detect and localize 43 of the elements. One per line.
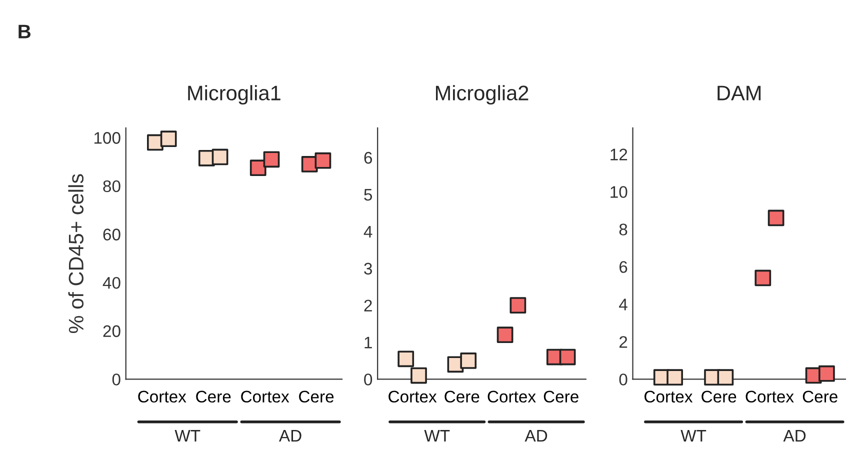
y-tick-label: 10 bbox=[610, 186, 628, 198]
y-tick-label: 20 bbox=[103, 325, 120, 338]
y-axis-title: % of CD45+ cells bbox=[68, 174, 84, 334]
y-tick-label: 2 bbox=[364, 300, 372, 312]
y-tick-label: 100 bbox=[94, 132, 120, 144]
text: WT bbox=[424, 430, 450, 442]
chart-title: Microglia1 bbox=[188, 85, 280, 105]
y-tick-label: 8 bbox=[619, 224, 628, 236]
y-tick-label: 60 bbox=[103, 228, 120, 240]
x-tick-label: Cortex bbox=[241, 390, 290, 403]
x-tick-label: Cere bbox=[299, 390, 334, 403]
y-tick-label: 4 bbox=[364, 226, 372, 238]
chart-title: Microglia2 bbox=[436, 85, 528, 105]
y-tick-label: 0 bbox=[364, 374, 372, 386]
x-tick-label: Cortex bbox=[644, 390, 693, 403]
text: WT bbox=[174, 430, 200, 442]
x-tick-label: Cere bbox=[444, 390, 480, 403]
text: AD bbox=[524, 430, 548, 442]
y-tick-label: 6 bbox=[364, 152, 372, 164]
text: AD bbox=[278, 430, 302, 442]
text: WT bbox=[680, 430, 706, 442]
x-tick-label: Cere bbox=[802, 390, 838, 403]
y-tick-label: 2 bbox=[619, 336, 628, 348]
x-tick-label: Cere bbox=[544, 390, 578, 403]
y-tick-label: 12 bbox=[610, 148, 628, 160]
x-tick-label: Cortex bbox=[746, 390, 794, 403]
x-tick-label: Cortex bbox=[388, 390, 437, 403]
x-tick-label: Cere bbox=[702, 390, 736, 403]
text: B bbox=[18, 24, 31, 38]
x-tick-label: Cortex bbox=[138, 390, 186, 403]
y-tick-label: 0 bbox=[619, 374, 628, 386]
y-tick-label: 0 bbox=[112, 374, 120, 386]
y-tick-label: 6 bbox=[619, 261, 628, 273]
x-tick-label: Cere bbox=[196, 390, 231, 403]
y-tick-label: 40 bbox=[102, 276, 120, 289]
chart-title: DAM bbox=[718, 86, 761, 100]
y-tick-label: 4 bbox=[619, 298, 628, 310]
y-tick-label: 3 bbox=[364, 262, 372, 275]
y-tick-label: 80 bbox=[103, 180, 120, 192]
y-tick-label: 5 bbox=[364, 189, 372, 201]
text: AD bbox=[783, 430, 806, 442]
x-tick-label: Cortex bbox=[488, 390, 536, 403]
y-tick-label: 1 bbox=[364, 336, 372, 348]
